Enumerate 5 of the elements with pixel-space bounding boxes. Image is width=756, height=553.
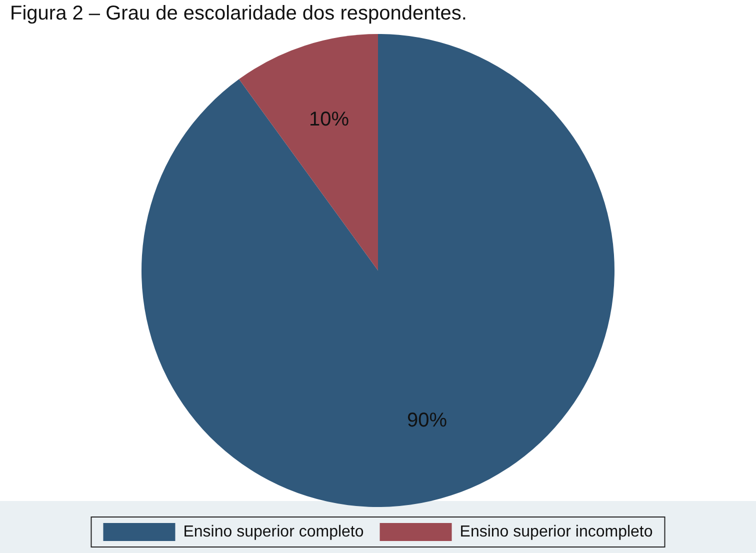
data-label: 10% <box>309 108 350 130</box>
data-label: 90% <box>406 410 448 432</box>
chart-title: Figura 2 – Grau de escolaridade dos respondentes. <box>10 2 467 25</box>
legend-label: Ensino superior completo <box>183 523 364 540</box>
legend-label: Ensino superior incompleto <box>460 523 653 540</box>
